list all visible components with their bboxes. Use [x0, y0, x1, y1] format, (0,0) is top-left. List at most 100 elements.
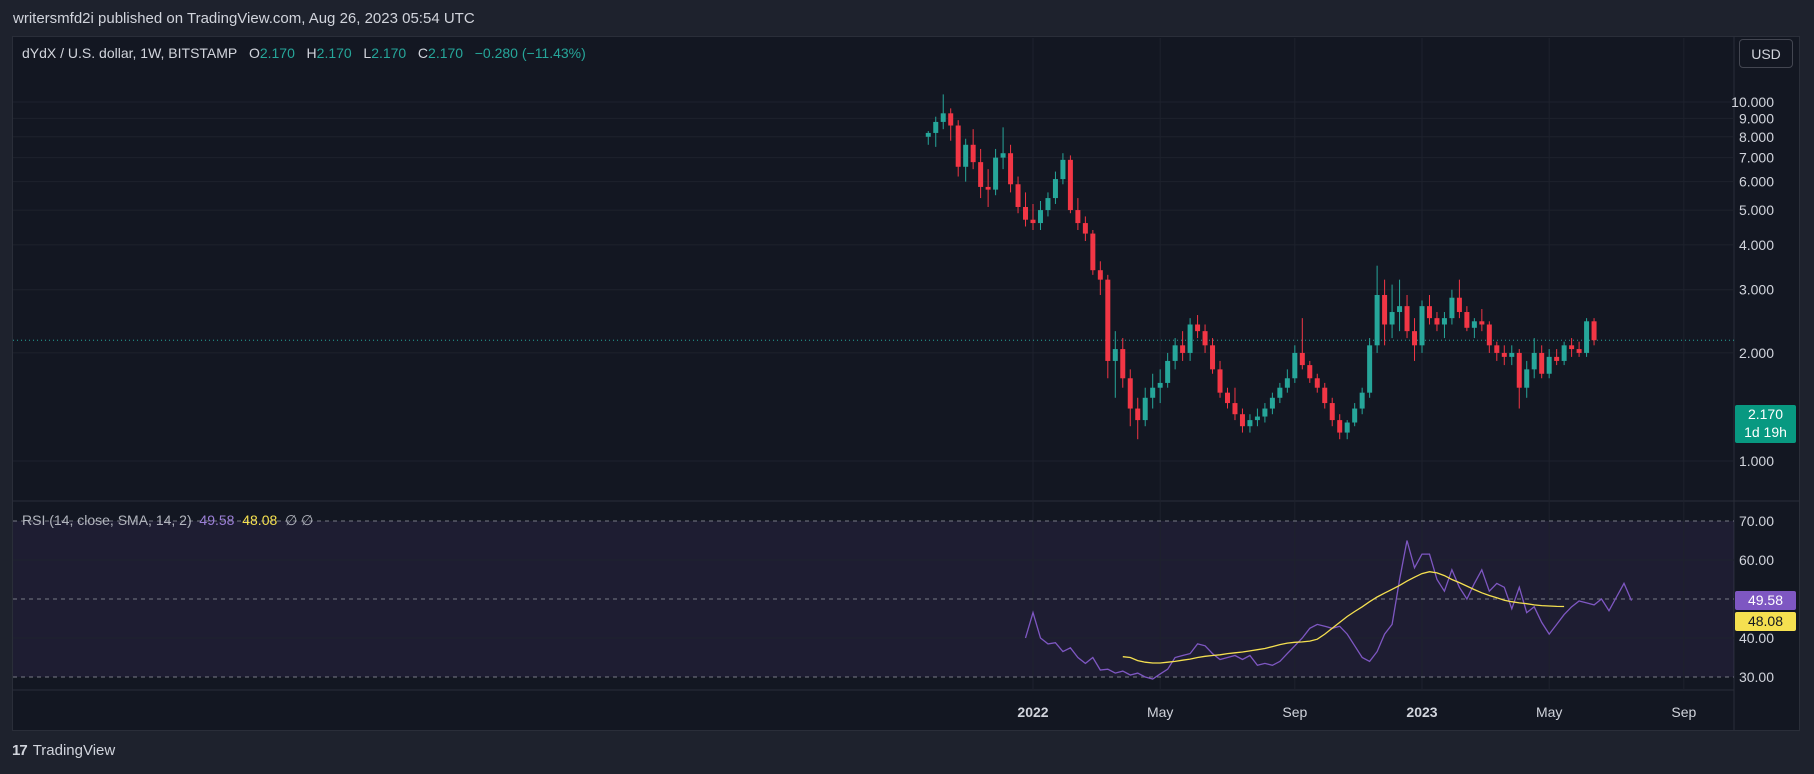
candle-body	[970, 144, 976, 163]
candle-body	[1210, 345, 1216, 370]
last-price-badge: 2.170 1d 19h	[1735, 405, 1796, 443]
price-tick-label: 8.000	[1739, 129, 1774, 145]
candle-body	[1554, 356, 1560, 361]
candle-body	[1202, 331, 1208, 346]
candle-body	[1322, 387, 1328, 404]
price-tick-label: 10.000	[1731, 94, 1774, 110]
time-tick-label: Sep	[1282, 704, 1307, 720]
symbol-name[interactable]: dYdX / U.S. dollar, 1W, BITSTAMP	[22, 45, 238, 61]
candle-body	[1292, 352, 1298, 379]
currency-button[interactable]: USD	[1739, 39, 1793, 68]
candle-body	[1359, 392, 1365, 409]
candle-body	[1367, 345, 1373, 393]
change-value: −0.280 (−11.43%)	[474, 45, 586, 61]
candle-body	[1509, 352, 1515, 357]
rsi-line	[1024, 540, 1633, 680]
rsi-ma-legend-value: 48.08	[242, 512, 278, 528]
close-value: 2.170	[428, 45, 464, 61]
chart-frame	[12, 36, 1800, 731]
candle-body	[1067, 159, 1073, 211]
open-value: 2.170	[259, 45, 295, 61]
candle-body	[1082, 223, 1088, 234]
candle-body	[1412, 331, 1418, 346]
candle-body	[1180, 345, 1186, 353]
tradingview-logo-icon[interactable]: 17	[12, 742, 28, 759]
candle-body	[1127, 378, 1133, 409]
rsi-tick-label: 30.00	[1739, 669, 1774, 685]
candle-body	[1501, 352, 1507, 357]
candle-body	[1105, 279, 1111, 361]
candle-body	[1471, 321, 1477, 328]
candle-body	[1344, 422, 1350, 433]
price-tick-label: 5.000	[1739, 202, 1774, 218]
rsi-ma-value-badge: 48.08	[1735, 612, 1796, 631]
bar-countdown: 1d 19h	[1744, 424, 1787, 440]
high-label: H	[306, 45, 317, 61]
candle-body	[985, 186, 991, 190]
candle-body	[1591, 321, 1597, 341]
price-tick-label: 6.000	[1739, 174, 1774, 190]
rsi-value-badge: 49.58	[1735, 591, 1796, 610]
price-tick-label: 2.000	[1739, 345, 1774, 361]
candle-body	[1374, 294, 1380, 346]
candle-body	[1576, 349, 1582, 353]
candle-body	[1172, 345, 1178, 361]
candle-body	[1217, 369, 1223, 393]
rsi-tick-label: 70.00	[1739, 513, 1774, 529]
candle-body	[1426, 306, 1432, 319]
rsi-tick-label: 40.00	[1739, 630, 1774, 646]
candle-body	[1397, 306, 1403, 313]
candle-body	[963, 144, 969, 167]
candle-body	[1150, 387, 1156, 398]
close-label: C	[417, 45, 429, 61]
candle-body	[1404, 306, 1410, 332]
candle-body	[955, 125, 961, 167]
candle-body	[1187, 324, 1193, 353]
candle-body	[1165, 360, 1171, 383]
time-tick-label: Sep	[1671, 704, 1696, 720]
candle-body	[1539, 352, 1545, 374]
high-value: 2.170	[316, 45, 352, 61]
candle-body	[1195, 324, 1201, 332]
candle-body	[1419, 306, 1425, 346]
rsi-legend[interactable]: RSI (14, close, SMA, 14, 2) 49.58 48.08 …	[22, 512, 313, 529]
candle-body	[1352, 408, 1358, 423]
candle-body	[933, 121, 939, 133]
candle-body	[1112, 349, 1118, 361]
candle-body	[1284, 378, 1290, 388]
rsi-tick-label: 60.00	[1739, 552, 1774, 568]
candle-body	[1239, 414, 1245, 427]
price-tick-label: 3.000	[1739, 282, 1774, 298]
candle-body	[1531, 352, 1537, 370]
candle-body	[978, 162, 984, 187]
candle-body	[1015, 184, 1021, 207]
candle-body	[1569, 345, 1575, 350]
candle-body	[1142, 397, 1148, 421]
candle-body	[1262, 408, 1268, 417]
candle-body	[1314, 378, 1320, 388]
footer-brand[interactable]: TradingView	[32, 742, 116, 759]
candle-body	[1307, 365, 1313, 379]
candle-body	[1120, 349, 1126, 379]
published-by-text: writersmfd2i published on TradingView.co…	[13, 10, 475, 27]
candle-body	[1516, 352, 1522, 388]
candle-body	[1464, 312, 1470, 328]
low-label: L	[363, 45, 372, 61]
time-tick-label: 2023	[1406, 704, 1437, 720]
candle-body	[1097, 270, 1103, 280]
candle-body	[1494, 345, 1500, 353]
candle-body	[1479, 321, 1485, 325]
time-tick-label: May	[1536, 704, 1562, 720]
rsi-label: RSI (14, close, SMA, 14, 2)	[22, 512, 192, 528]
candle-body	[1052, 179, 1058, 199]
price-tick-label: 9.000	[1739, 110, 1774, 126]
candle-body	[1000, 153, 1006, 158]
candle-body	[948, 113, 954, 126]
candle-body	[1277, 387, 1283, 398]
candle-body	[1456, 297, 1462, 313]
candle-body	[1225, 392, 1230, 404]
rsi-legend-value: 49.58	[199, 512, 235, 528]
candle-body	[1524, 369, 1530, 388]
candle-body	[1045, 198, 1051, 211]
